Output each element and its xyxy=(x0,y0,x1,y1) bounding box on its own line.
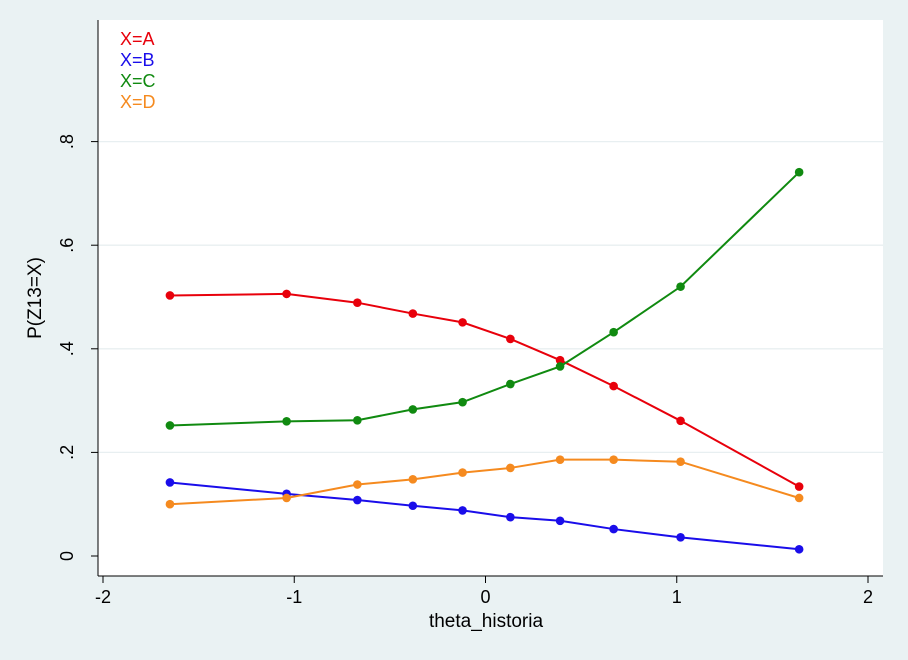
y-axis-label: P(Z13=X) xyxy=(25,257,46,339)
data-point xyxy=(794,482,804,491)
data-point xyxy=(794,544,804,554)
data-point xyxy=(458,506,467,515)
data-point xyxy=(794,167,804,177)
series-line xyxy=(169,481,800,551)
gridlines xyxy=(98,140,883,454)
y-axis: 0 .2 .4 .6 .8 xyxy=(57,20,99,576)
x-tick-label: -2 xyxy=(95,587,111,607)
x-tick-label: 1 xyxy=(672,587,682,607)
data-point xyxy=(555,362,565,371)
x-tick-label: -1 xyxy=(286,587,302,607)
data-point xyxy=(506,512,515,522)
x-tick-label: 0 xyxy=(480,587,490,607)
data-point xyxy=(506,379,515,389)
data-point xyxy=(555,355,565,365)
data-point xyxy=(408,405,418,414)
series-x-c xyxy=(165,167,804,430)
y-tick-label: 0 xyxy=(57,551,77,561)
y-tick-label: .2 xyxy=(57,445,77,460)
data-point xyxy=(609,327,618,337)
legend-entry: X=D xyxy=(120,92,156,112)
legend-entry: X=A xyxy=(120,29,155,49)
y-tick-label: .6 xyxy=(57,238,77,253)
data-point xyxy=(458,468,467,477)
y-tick-label: .8 xyxy=(57,134,77,149)
x-axis: -2 -1 0 1 2 xyxy=(95,575,883,607)
series-x-d xyxy=(165,455,804,509)
legend-entry: X=B xyxy=(120,50,155,70)
data-point xyxy=(555,455,565,464)
data-point xyxy=(609,381,618,391)
x-tick-label: 2 xyxy=(863,587,873,607)
legend-entry: X=C xyxy=(120,71,156,91)
data-point xyxy=(353,480,362,489)
data-point xyxy=(676,282,685,291)
data-point xyxy=(408,475,418,484)
data-point xyxy=(165,421,175,430)
series-line xyxy=(169,292,800,488)
series-line xyxy=(169,171,800,427)
data-point xyxy=(676,533,685,542)
data-point xyxy=(353,495,362,505)
x-axis-label: theta_historia xyxy=(429,611,544,632)
data-point xyxy=(555,516,565,526)
data-point xyxy=(282,289,291,299)
data-point xyxy=(408,309,418,318)
legend: X=AX=BX=CX=D xyxy=(120,29,156,112)
series-x-a xyxy=(165,289,804,491)
y-tick-label: .4 xyxy=(57,341,77,356)
data-point xyxy=(165,291,175,300)
data-point xyxy=(282,417,291,426)
data-point xyxy=(408,501,418,511)
data-point xyxy=(165,499,175,509)
data-point xyxy=(282,493,291,503)
series-layer xyxy=(165,167,804,554)
data-point xyxy=(506,463,515,473)
series-line xyxy=(169,458,800,506)
data-point xyxy=(794,493,804,503)
data-point xyxy=(458,318,467,327)
data-point xyxy=(353,298,362,307)
data-point xyxy=(165,478,175,487)
data-point xyxy=(609,455,618,464)
data-point xyxy=(353,415,362,425)
plot-area xyxy=(98,20,883,576)
data-point xyxy=(609,524,618,534)
data-point xyxy=(676,416,685,426)
data-point xyxy=(506,334,515,344)
data-point xyxy=(676,457,685,467)
data-point xyxy=(458,397,467,407)
